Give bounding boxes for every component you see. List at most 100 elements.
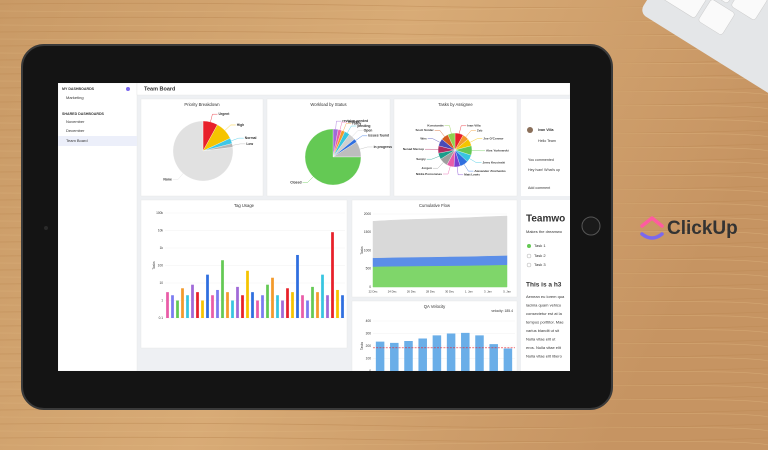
x-tick-label: 26 Dec (407, 290, 416, 294)
bar (271, 277, 274, 318)
checkbox[interactable] (527, 244, 531, 248)
bar (251, 292, 254, 318)
bar (390, 342, 399, 371)
add-button[interactable] (126, 87, 130, 91)
bar (231, 300, 234, 318)
slice-label: Matt Lewis (464, 173, 480, 177)
leader-line (434, 130, 445, 137)
leader-line (444, 125, 452, 134)
y-tick-label: 10 (159, 281, 163, 285)
bar (266, 284, 269, 318)
slice-label: Jerry Krusinski (483, 161, 506, 165)
bar (336, 289, 339, 318)
slice-label: issues found (368, 134, 389, 138)
y-axis-label: Tasks (360, 246, 364, 255)
x-tick-label: 1. Jan (465, 290, 473, 294)
checkbox[interactable] (526, 253, 532, 259)
leader-line (456, 166, 464, 176)
leader-line (359, 146, 373, 150)
slice-label: Low (246, 142, 253, 146)
leader-line (432, 162, 444, 169)
header (136, 83, 570, 96)
section-label: SHARED DASHBOARDS (62, 112, 105, 116)
doc-card (521, 200, 570, 371)
leader-line (426, 156, 440, 160)
slice-label: Normal (245, 136, 257, 140)
bar (375, 341, 385, 371)
leader-line (210, 113, 218, 122)
doc-body: Aenean eu lorem qua lacinia quam vehicu co… (526, 294, 565, 359)
bar (432, 335, 442, 371)
home-button[interactable] (581, 216, 601, 236)
checkbox[interactable] (526, 262, 532, 268)
leader-line (427, 138, 440, 143)
doc-line: varius blandit ut sit (526, 328, 560, 333)
bar (503, 348, 513, 371)
leader-line (463, 164, 474, 172)
area (372, 215, 508, 259)
bar (461, 332, 470, 371)
slice-label: Scott Snider (415, 128, 434, 132)
slice-label: Konstantin (427, 123, 443, 127)
bar (296, 254, 299, 318)
bar (246, 270, 249, 318)
bar (404, 341, 413, 371)
bar (321, 274, 324, 318)
leader-line (459, 125, 467, 134)
sidebar-item[interactable]: Marketing (66, 95, 84, 100)
slice-label: Nikita Pomoranes (416, 172, 442, 176)
slice-label: pending (357, 124, 370, 128)
slice-label: Open (364, 129, 373, 133)
y-tick-label: 0 (369, 369, 371, 373)
slice-label: Jorgen (422, 166, 432, 170)
comment-input[interactable]: Add comment (528, 186, 550, 190)
y-tick-label: 400 (366, 319, 372, 323)
bar (341, 295, 344, 318)
y-tick-label: 0.1 (159, 316, 164, 320)
doc-line: consectetur est at la (526, 311, 563, 316)
x-tick-label: 5. Jan (503, 290, 511, 294)
leader-line (343, 123, 352, 132)
bar (261, 295, 264, 318)
bar (306, 300, 309, 318)
y-tick-label: 200 (366, 344, 372, 348)
clickup-logo: ClickUp (640, 216, 738, 240)
y-axis-label: Tasks (360, 342, 364, 351)
comment-text: Hey Ivan! What's up (528, 168, 560, 172)
sidebar-item[interactable]: December (66, 128, 85, 133)
doc-line: lacinia quam vehicu (526, 303, 561, 308)
logo-arc (640, 232, 664, 240)
bar (276, 295, 279, 318)
area (372, 264, 508, 288)
bar (241, 295, 244, 318)
leader-line (347, 125, 357, 134)
doc-title: Teamwo (526, 214, 565, 225)
comment-meta: You commented (528, 158, 554, 162)
doc-line: tempus porttitor. Mae (526, 320, 564, 325)
reference-label: velocity: 185.4 (491, 309, 513, 313)
widget-title: Workload by Status (310, 102, 346, 107)
widget-title: Tasks by Assignee (438, 102, 473, 107)
bar (186, 295, 189, 318)
bar (206, 274, 209, 318)
slice-label: review (348, 120, 359, 124)
leader-line (339, 121, 347, 130)
bar (446, 333, 456, 371)
y-tick-label: 100 (158, 263, 164, 267)
slice-label: Wes (420, 136, 427, 140)
slice-label: Joe O'Connor (483, 136, 504, 140)
bar (301, 295, 304, 318)
sidebar-item[interactable]: November (66, 119, 85, 124)
x-tick-label: 3. Jan (484, 290, 492, 294)
x-tick-label: 24 Dec (388, 290, 397, 294)
slice-label: Urgent (218, 112, 230, 116)
slice-label: Closed (290, 180, 301, 184)
sidebar-item[interactable]: Team Board (66, 138, 88, 143)
leader-line (231, 137, 244, 142)
avatar (527, 127, 533, 133)
slice-label: High (237, 123, 245, 127)
leader-line (469, 158, 482, 163)
leader-line (465, 130, 476, 138)
screen: MY DASHBOARDS Marketing SHARED DASHBOARD… (58, 83, 570, 373)
